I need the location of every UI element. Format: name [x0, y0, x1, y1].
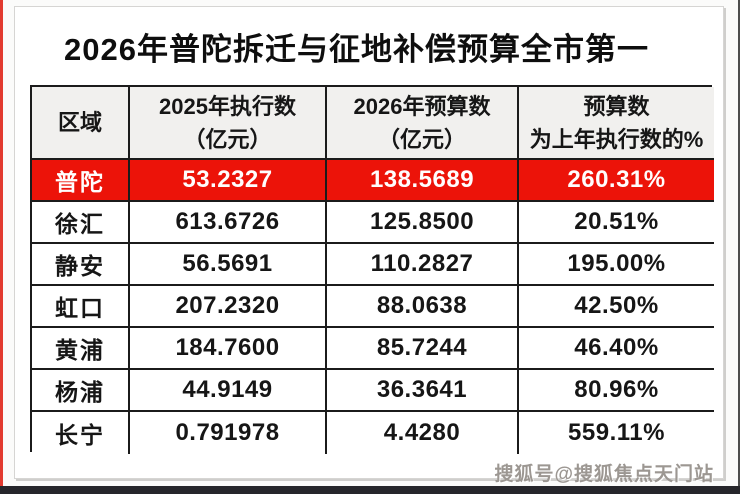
frame-right-edge	[738, 0, 740, 487]
ratio-cell: 42.50%	[519, 286, 714, 328]
column-header-ratio: 预算数为上年执行数的%	[519, 87, 714, 160]
ratio-cell: 559.11%	[519, 412, 714, 454]
budget-table: 区域 2025年执行数 （亿元） 2026年预算数 （亿元） 预算数为上年执行数的%…	[30, 85, 714, 454]
column-header-region: 区域	[32, 87, 130, 160]
sohu-watermark: 搜狐号@搜狐焦点天门站	[494, 464, 714, 485]
column-header-exec-2025: 2025年执行数 （亿元）	[130, 87, 327, 160]
region-cell: 虹口	[32, 286, 130, 328]
exec-2025-cell: 56.5691	[130, 244, 327, 286]
budget-2026-cell: 36.3641	[327, 370, 519, 412]
budget-2026-cell: 110.2827	[327, 244, 519, 286]
ratio-cell: 260.31%	[519, 160, 714, 202]
frame-left-red-edge	[0, 0, 3, 487]
region-cell: 黄浦	[32, 328, 130, 370]
budget-2026-cell: 88.0638	[327, 286, 519, 328]
budget-2026-cell: 4.4280	[327, 412, 519, 454]
ratio-cell: 80.96%	[519, 370, 714, 412]
header-line: （亿元）	[183, 126, 272, 152]
exec-2025-cell: 207.2320	[130, 286, 327, 328]
region-cell: 普陀	[32, 160, 130, 202]
exec-2025-cell: 53.2327	[130, 160, 327, 202]
budget-2026-cell: 125.8500	[327, 202, 519, 244]
exec-2025-cell: 0.791978	[130, 412, 327, 454]
header-line: 2026年预算数	[353, 93, 491, 119]
frame-bottom-bar	[0, 486, 740, 494]
exec-2025-cell: 184.7600	[130, 328, 327, 370]
region-cell: 徐汇	[32, 202, 130, 244]
region-cell: 长宁	[32, 412, 130, 454]
region-cell: 静安	[32, 244, 130, 286]
region-cell: 杨浦	[32, 370, 130, 412]
header-line: 区域	[57, 110, 102, 135]
page-title: 2026年普陀拆迁与征地补偿预算全市第一	[64, 32, 649, 67]
ratio-cell: 20.51%	[519, 202, 714, 244]
header-line: （亿元）	[377, 126, 466, 152]
column-header-budget-2026: 2026年预算数 （亿元）	[327, 87, 519, 160]
ratio-cell: 46.40%	[519, 328, 714, 370]
header-line: 2025年执行数	[159, 93, 296, 119]
ratio-cell: 195.00%	[519, 244, 714, 286]
exec-2025-cell: 44.9149	[130, 370, 327, 412]
exec-2025-cell: 613.6726	[130, 202, 327, 244]
header-line: 为上年执行数的%	[529, 126, 704, 152]
budget-2026-cell: 138.5689	[327, 160, 519, 202]
header-line: 预算数	[583, 93, 650, 119]
budget-2026-cell: 85.7244	[327, 328, 519, 370]
